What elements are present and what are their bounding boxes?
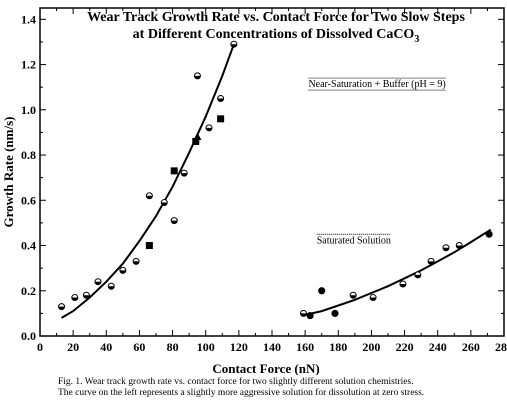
data-point-circle-fill	[414, 274, 421, 278]
x-tick-label: 0	[37, 340, 43, 354]
data-point-circle-fill	[83, 295, 90, 299]
x-tick-label: 220	[396, 340, 414, 354]
data-point-half-circle	[170, 217, 178, 225]
data-point-circle-fill	[146, 195, 153, 199]
data-point-filled-circle	[485, 230, 493, 238]
data-point-circle-fill	[230, 44, 237, 48]
y-tick-label: 0.6	[21, 193, 36, 207]
data-point-filled-circle	[331, 309, 339, 317]
data-point-half-circle	[427, 257, 435, 265]
y-tick-label: 1.0	[21, 103, 36, 117]
x-tick-label: 180	[329, 340, 347, 354]
chart-title-line-2-text: at Different Concentrations of Dissolved…	[133, 27, 415, 42]
data-point-half-circle	[119, 266, 127, 274]
data-point-half-circle	[107, 282, 115, 290]
y-tick-label: 1.4	[21, 12, 36, 26]
axis-ticks	[39, 8, 505, 337]
data-point-circle-fill	[171, 220, 178, 224]
y-axis-label: Growth Rate (nm/s)	[1, 117, 16, 228]
x-tick-label: 280	[495, 340, 507, 354]
data-point-circle-fill	[95, 281, 101, 285]
data-point-circle-fill	[217, 98, 224, 102]
data-point-circle-fill	[428, 261, 435, 265]
caption-line-1: Fig. 1. Wear track growth rate vs. conta…	[58, 377, 414, 387]
data-point-circle-fill	[161, 202, 168, 206]
y-tick-label: 0.8	[21, 148, 36, 162]
data-point-circle-fill	[194, 75, 201, 79]
data-point-circle-fill	[71, 297, 78, 301]
data-point-half-circle	[71, 294, 79, 302]
data-point-half-circle	[160, 199, 168, 207]
chart-title-subscript: 3	[414, 34, 419, 45]
x-axis-label: Contact Force (nN)	[212, 361, 319, 375]
annotation-saturated-solution: Saturated Solution	[317, 235, 391, 246]
fit-curve-2	[301, 228, 492, 317]
data-point-half-circle	[455, 242, 463, 250]
data-point-square	[192, 137, 200, 145]
data-point-half-circle	[132, 257, 140, 265]
y-tick-label: 1.2	[21, 58, 36, 72]
data-point-half-circle	[205, 124, 213, 132]
chart-title-line-2: at Different Concentrations of Dissolved…	[133, 27, 420, 45]
x-tick-labels: 0 20 40 60 80 100 120 140 160 180 200 220 240 260 280	[37, 340, 507, 354]
x-tick-label: 80	[167, 340, 179, 354]
x-tick-label: 100	[197, 340, 215, 354]
data-point-half-circle	[145, 192, 153, 200]
data-point-circle-fill	[108, 286, 115, 290]
data-point-circle-fill	[350, 295, 357, 299]
x-tick-label: 40	[100, 340, 112, 354]
annotations: Near-Saturation + Buffer (pH = 9) Satura…	[308, 77, 446, 246]
data-point-half-circle	[82, 291, 90, 299]
data-point-circle-fill	[206, 127, 213, 131]
x-tick-label: 60	[133, 340, 145, 354]
data-point-square	[170, 167, 178, 175]
fit-curve-1	[60, 43, 235, 319]
data-point-half-circle	[349, 291, 357, 299]
data-point-half-circle	[399, 280, 407, 288]
data-point-half-circle	[180, 169, 188, 177]
data-point-circle-fill	[370, 297, 377, 301]
annotation-near-saturation: Near-Saturation + Buffer (pH = 9)	[308, 79, 445, 90]
data-point-circle-fill	[58, 306, 65, 310]
x-tick-label: 140	[263, 340, 281, 354]
data-point-circle-fill	[119, 270, 126, 274]
chart-title: Wear Track Growth Rate vs. Contact Force…	[87, 10, 465, 45]
data-point-triangle	[193, 132, 202, 140]
x-tick-label: 240	[429, 340, 447, 354]
data-point-circle-fill	[133, 261, 140, 265]
x-tick-label: 160	[296, 340, 314, 354]
data-point-half-circle	[442, 244, 450, 252]
data-point-half-circle	[217, 94, 225, 102]
data-point-circle-fill	[399, 283, 406, 287]
chart-title-line-1: Wear Track Growth Rate vs. Contact Force…	[87, 10, 465, 25]
data-point-circle-fill	[443, 247, 449, 251]
data-point-square	[145, 242, 153, 250]
fit-curves	[60, 43, 492, 319]
data-point-half-circle	[414, 271, 422, 279]
chart: Wear Track Growth Rate vs. Contact Force…	[1, 7, 507, 375]
x-tick-label: 260	[462, 340, 480, 354]
y-tick-label: 0.2	[21, 284, 36, 298]
y-tick-label: 0.4	[21, 239, 36, 253]
x-tick-label: 20	[67, 340, 79, 354]
data-point-half-circle	[369, 294, 377, 302]
data-point-square	[217, 115, 225, 123]
data-points	[58, 40, 493, 320]
data-point-circle-fill	[181, 173, 188, 177]
data-point-circle-fill	[456, 245, 463, 249]
data-point-half-circle	[94, 278, 102, 286]
y-tick-label: 0.0	[21, 329, 36, 343]
y-tick-labels: 0.0 0.2 0.4 0.6 0.8 1.0 1.2 1.4	[21, 12, 36, 343]
data-point-filled-circle	[306, 312, 314, 320]
caption-line-2: The curve on the left represents a sligh…	[58, 388, 425, 398]
data-point-half-circle	[58, 303, 66, 311]
figure-caption: Fig. 1. Wear track growth rate vs. conta…	[58, 377, 503, 399]
data-point-half-circle	[193, 72, 201, 80]
data-point-filled-circle	[318, 287, 326, 295]
data-point-circle-fill	[300, 313, 307, 317]
x-tick-label: 200	[362, 340, 380, 354]
x-tick-label: 120	[230, 340, 248, 354]
data-point-half-circle	[299, 309, 307, 317]
data-point-half-circle	[230, 40, 238, 48]
